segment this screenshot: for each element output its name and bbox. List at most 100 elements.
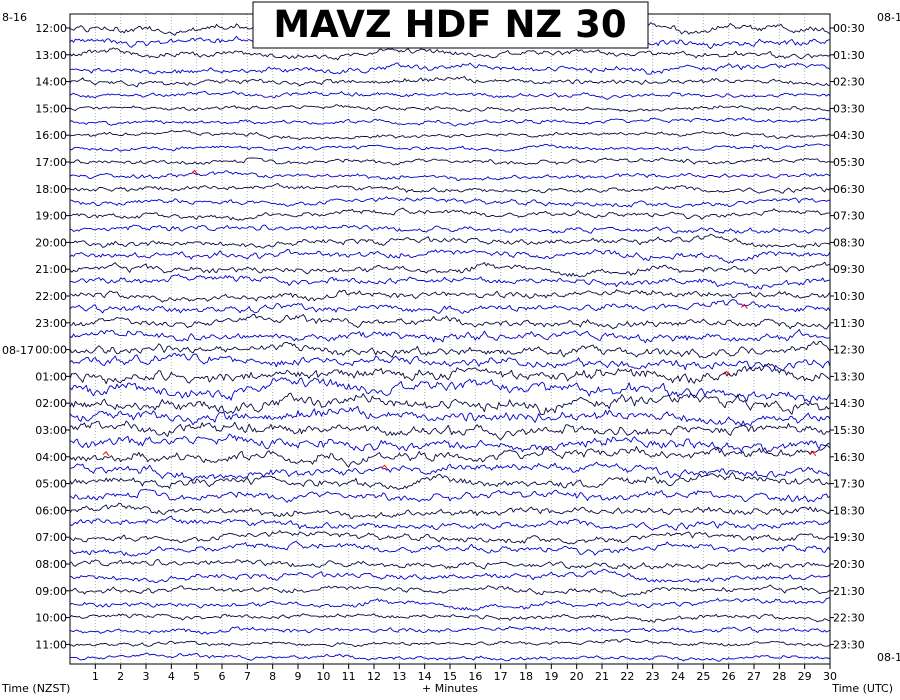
right-hour-label-2: 02:30 xyxy=(833,76,865,89)
seismogram-trace-21 xyxy=(69,299,831,314)
right-hour-label-18: 18:30 xyxy=(833,504,865,517)
right-hour-label-5: 05:30 xyxy=(833,156,865,169)
x-tick-label-7: 7 xyxy=(244,670,251,683)
clip-mark-0 xyxy=(191,169,198,175)
x-tick-label-16: 16 xyxy=(468,670,482,683)
seismogram-trace-12 xyxy=(69,183,831,194)
right-hour-label-16: 16:30 xyxy=(833,451,865,464)
seismogram-trace-28 xyxy=(69,392,831,415)
left-hour-label-20: 08:00 xyxy=(35,558,67,571)
left-hour-label-5: 17:00 xyxy=(35,156,67,169)
left-hour-label-13: 01:00 xyxy=(35,370,67,383)
right-hour-label-10: 10:30 xyxy=(833,290,865,303)
clip-mark-1 xyxy=(740,303,748,309)
right-hour-label-3: 03:30 xyxy=(833,102,865,115)
x-tick-label-20: 20 xyxy=(570,670,584,683)
seismogram-trace-40 xyxy=(69,559,831,570)
seismogram-trace-11 xyxy=(69,170,831,182)
left-hour-label-17: 05:00 xyxy=(35,478,67,491)
seismogram-trace-17 xyxy=(69,249,831,264)
seismogram-trace-5 xyxy=(69,90,831,100)
right-hour-label-9: 09:30 xyxy=(833,263,865,276)
x-axis-label: + Minutes xyxy=(422,682,478,695)
seismogram-trace-30 xyxy=(69,420,831,441)
seismogram-trace-34 xyxy=(69,472,831,490)
right-hour-label-15: 15:30 xyxy=(833,424,865,437)
clip-mark-3 xyxy=(723,370,730,376)
left-hour-label-18: 06:00 xyxy=(35,504,67,517)
chart-title: MAVZ HDF NZ 30 xyxy=(273,3,626,46)
x-tick-label-26: 26 xyxy=(722,670,736,683)
x-tick-label-11: 11 xyxy=(342,670,356,683)
right-hour-label-0: 00:30 xyxy=(833,22,865,35)
right-hour-label-20: 20:30 xyxy=(833,558,865,571)
right-hour-label-6: 06:30 xyxy=(833,183,865,196)
x-tick-label-18: 18 xyxy=(519,670,533,683)
seismogram-trace-3 xyxy=(69,62,831,75)
right-hour-label-19: 19:30 xyxy=(833,531,865,544)
left-hour-label-22: 10:00 xyxy=(35,612,67,625)
seismogram-trace-31 xyxy=(69,433,831,454)
x-tick-label-8: 8 xyxy=(269,670,276,683)
x-tick-label-24: 24 xyxy=(671,670,685,683)
right-hour-label-14: 14:30 xyxy=(833,397,865,410)
seismogram-trace-10 xyxy=(69,157,831,166)
left-hour-label-7: 19:00 xyxy=(35,210,67,223)
x-tick-label-29: 29 xyxy=(798,670,812,683)
right-date-top: 08-1 xyxy=(877,11,900,24)
left-hour-label-16: 04:00 xyxy=(35,451,67,464)
x-tick-label-2: 2 xyxy=(117,670,124,683)
title-group: MAVZ HDF NZ 30 xyxy=(252,1,649,49)
seismogram-trace-47 xyxy=(69,652,831,662)
right-hour-label-12: 12:30 xyxy=(833,344,865,357)
seismogram-trace-6 xyxy=(69,104,831,113)
left-hour-label-2: 14:00 xyxy=(35,76,67,89)
left-hour-label-19: 07:00 xyxy=(35,531,67,544)
x-tick-label-23: 23 xyxy=(646,670,660,683)
seismogram-trace-16 xyxy=(69,233,831,249)
x-tick-label-17: 17 xyxy=(494,670,508,683)
left-date-top: 8-16 xyxy=(2,11,27,24)
left-hour-label-0: 12:00 xyxy=(35,22,67,35)
seismogram-trace-35 xyxy=(69,489,831,503)
seismogram-trace-4 xyxy=(69,76,831,88)
seismogram-trace-29 xyxy=(69,405,831,427)
x-tick-label-30: 30 xyxy=(823,670,837,683)
left-hour-label-23: 11:00 xyxy=(35,638,67,651)
seismogram-trace-37 xyxy=(69,515,831,531)
left-hour-label-8: 20:00 xyxy=(35,236,67,249)
x-tick-label-3: 3 xyxy=(143,670,150,683)
right-hour-label-1: 01:30 xyxy=(833,49,865,62)
seismogram-trace-42 xyxy=(69,584,831,598)
x-tick-label-1: 1 xyxy=(92,670,99,683)
x-tick-label-22: 22 xyxy=(620,670,634,683)
right-axis-label: Time (UTC) xyxy=(831,682,893,695)
seismogram-trace-14 xyxy=(69,207,831,221)
seismogram-trace-19 xyxy=(69,273,831,290)
right-hour-label-8: 08:30 xyxy=(833,236,865,249)
right-hour-label-17: 17:30 xyxy=(833,478,865,491)
seismogram-trace-26 xyxy=(69,362,831,385)
x-tick-label-13: 13 xyxy=(392,670,406,683)
axes: 1 2 3 4 5 6 7 8 9 10 11 12 13 14 15 16 17 18 19 20 21 22 23 24 2… xyxy=(35,22,864,683)
x-tick-label-27: 27 xyxy=(747,670,761,683)
seismogram-trace-36 xyxy=(69,502,831,519)
x-tick-label-19: 19 xyxy=(544,670,558,683)
left-hour-label-12: 00:00 xyxy=(35,344,67,357)
right-hour-label-4: 04:30 xyxy=(833,129,865,142)
seismogram-trace-20 xyxy=(69,289,831,303)
seismogram-trace-15 xyxy=(69,224,831,234)
seismogram-trace-22 xyxy=(69,313,831,330)
seismogram-trace-23 xyxy=(69,328,831,344)
x-tick-label-5: 5 xyxy=(193,670,200,683)
seismogram-trace-38 xyxy=(69,530,831,545)
left-hour-label-4: 16:00 xyxy=(35,129,67,142)
left-hour-label-9: 21:00 xyxy=(35,263,67,276)
x-tick-label-25: 25 xyxy=(696,670,710,683)
seismogram-trace-7 xyxy=(69,116,831,127)
seismogram-trace-27 xyxy=(69,377,831,403)
right-hour-label-21: 21:30 xyxy=(833,585,865,598)
left-hour-label-6: 18:00 xyxy=(35,183,67,196)
seismogram-trace-18 xyxy=(69,261,831,278)
